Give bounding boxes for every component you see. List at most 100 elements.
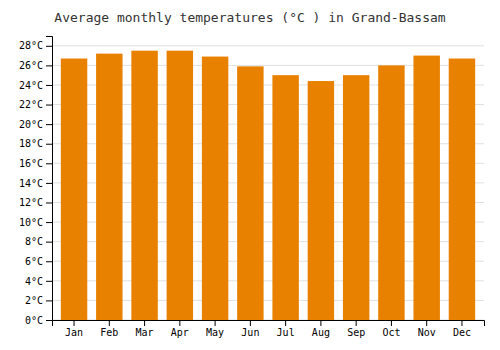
- y-tick-label: 12°C: [19, 197, 43, 208]
- x-tick-label: Jul: [277, 327, 295, 338]
- y-tick: 24°C: [19, 80, 52, 91]
- x-tick: Sep: [347, 320, 365, 338]
- y-tick: 6°C: [25, 256, 52, 267]
- x-tick-label: Aug: [312, 327, 330, 338]
- y-tick-mark: [46, 65, 52, 66]
- x-tick-mark: [215, 320, 216, 326]
- x-tick: Jul: [277, 320, 295, 338]
- y-tick-mark: [46, 242, 52, 243]
- bar: [449, 59, 475, 320]
- bar: [237, 66, 263, 320]
- x-tick: Apr: [171, 320, 189, 338]
- y-tick-mark: [46, 320, 52, 321]
- y-tick-mark: [46, 202, 52, 203]
- x-tick-label: Feb: [100, 327, 118, 338]
- x-tick: Oct: [382, 320, 400, 338]
- x-tick: Dec: [453, 320, 471, 338]
- y-tick-label: 8°C: [25, 236, 43, 247]
- x-tick: Nov: [418, 320, 436, 338]
- x-tick-label: Apr: [171, 327, 189, 338]
- grid-line: [52, 45, 484, 46]
- y-tick-label: 4°C: [25, 276, 43, 287]
- bar: [167, 51, 193, 320]
- x-tick: Jun: [241, 320, 259, 338]
- x-tick: Feb: [100, 320, 118, 338]
- bar: [378, 65, 404, 320]
- y-tick-label: 22°C: [19, 99, 43, 110]
- y-tick-label: 16°C: [19, 158, 43, 169]
- y-tick-mark: [46, 183, 52, 184]
- plot: 0°C 2°C 4°C 6°C 8°C 10°C 12°C 14°C 16°C 18°C 20°C 2…: [19, 37, 485, 339]
- y-tick-label: 2°C: [25, 295, 43, 306]
- x-tick-label: Jan: [65, 327, 83, 338]
- x-tick: Aug: [312, 320, 330, 338]
- y-tick: 12°C: [19, 197, 52, 208]
- x-tick-label: Mar: [136, 327, 154, 338]
- bar: [413, 56, 439, 320]
- title: Average monthly temperatures (°C ) in Gr…: [54, 10, 446, 25]
- y-tick-label: 14°C: [19, 178, 43, 189]
- bar: [272, 75, 298, 320]
- x-tick-label: Oct: [382, 327, 400, 338]
- bar: [96, 54, 122, 320]
- y-tick-mark: [46, 105, 52, 106]
- x-tick-mark: [461, 320, 462, 326]
- y-tick: 22°C: [19, 99, 52, 110]
- x-tick-label: Dec: [453, 327, 471, 338]
- y-tick-mark: [46, 124, 52, 125]
- y-tick-label: 24°C: [19, 80, 43, 91]
- y-tick-label: 6°C: [25, 256, 43, 267]
- y-tick-mark: [46, 46, 52, 47]
- y-tick-mark: [46, 261, 52, 262]
- y-tick-mark: [46, 144, 52, 145]
- x-tick-mark: [391, 320, 392, 326]
- y-tick-mark: [46, 300, 52, 301]
- y-tick: 26°C: [19, 60, 52, 71]
- y-tick: 10°C: [19, 217, 52, 228]
- bars: [61, 51, 475, 320]
- x-tick-label: Nov: [418, 327, 436, 338]
- x-tick-label: Sep: [347, 327, 365, 338]
- y-tick: 28°C: [19, 40, 52, 51]
- bar: [61, 59, 87, 320]
- y-tick-label: 20°C: [19, 119, 43, 130]
- x-tick: May: [206, 320, 224, 338]
- y-tick-mark: [46, 281, 52, 282]
- grid: [52, 46, 484, 320]
- bar: [131, 51, 157, 320]
- chart: Average monthly temperatures (°C ) in Gr…: [0, 0, 500, 350]
- x-tick-mark: [285, 320, 286, 326]
- y-tick-label: 28°C: [19, 40, 43, 51]
- y-tick-label: 10°C: [19, 217, 43, 228]
- x-tick-mark: [74, 320, 75, 326]
- y-tick-mark: [46, 85, 52, 86]
- y-tick: 4°C: [25, 276, 52, 287]
- y-tick-mark: [46, 163, 52, 164]
- y-tick-label: 18°C: [19, 138, 43, 149]
- y-axis-line: [46, 37, 53, 321]
- x-tick-mark: [426, 320, 427, 326]
- x-tick-mark: [356, 320, 357, 326]
- y-tick: 20°C: [19, 119, 52, 130]
- bar: [308, 81, 334, 320]
- y-tick: 0°C: [25, 315, 52, 326]
- x-tick-label: Jun: [241, 327, 259, 338]
- x-tick-mark: [179, 320, 180, 326]
- y-tick: 14°C: [19, 178, 52, 189]
- y-tick-mark: [46, 222, 52, 223]
- x-tick-mark: [109, 320, 110, 326]
- x-tick-mark: [250, 320, 251, 326]
- x-axis: Jan Feb Mar Apr May Jun Jul Aug Sep Oct Nov Dec: [53, 320, 485, 338]
- x-tick-mark: [320, 320, 321, 326]
- y-tick: 16°C: [19, 158, 52, 169]
- x-tick-label: May: [206, 327, 224, 338]
- x-tick: Jan: [65, 320, 83, 338]
- y-tick-label: 26°C: [19, 60, 43, 71]
- x-tick-mark: [144, 320, 145, 326]
- bar: [202, 57, 228, 320]
- y-tick: 18°C: [19, 138, 52, 149]
- x-tick: Mar: [136, 320, 154, 338]
- y-tick: 8°C: [25, 236, 52, 247]
- bar: [343, 75, 369, 320]
- x-axis-line: [53, 321, 485, 327]
